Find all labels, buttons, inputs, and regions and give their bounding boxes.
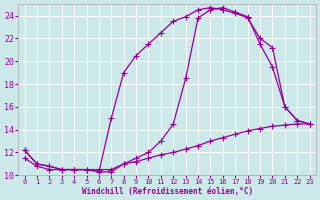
X-axis label: Windchill (Refroidissement éolien,°C): Windchill (Refroidissement éolien,°C) [82, 187, 253, 196]
